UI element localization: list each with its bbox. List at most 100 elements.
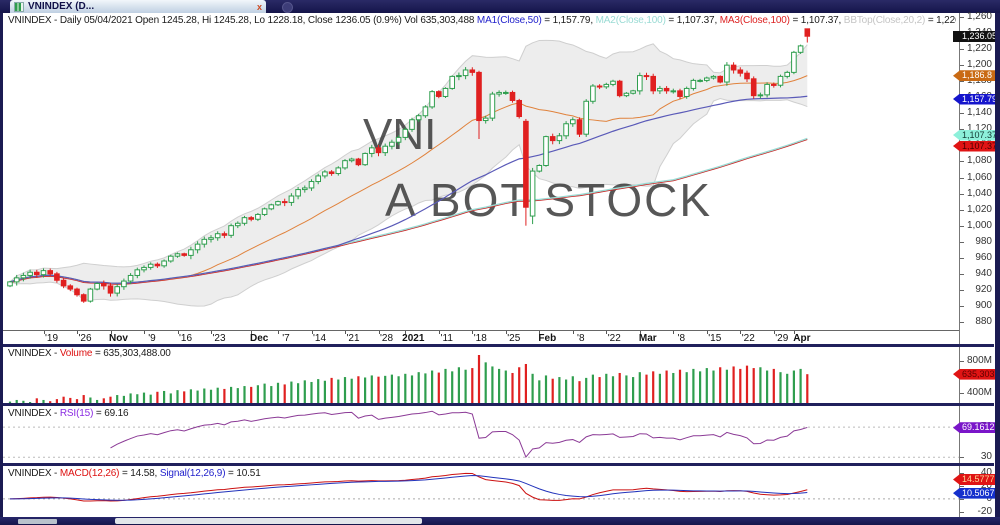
candle [101, 282, 107, 287]
candle [563, 123, 569, 137]
price-tick-label: 880 [975, 316, 992, 327]
volume-chart[interactable] [3, 347, 959, 404]
price-tick-label: 1,000 [966, 219, 992, 231]
y-tick-mark [960, 81, 964, 83]
x-tick-label: '28 [379, 333, 394, 344]
tab-vnindex[interactable]: VNINDEX (D... x [10, 0, 266, 13]
x-tick-label: Apr [793, 333, 811, 344]
panel-separator[interactable] [3, 403, 994, 406]
x-tick-label: Nov [109, 333, 128, 344]
volume-bar [384, 375, 387, 403]
volume-bar [8, 401, 12, 403]
candle [630, 90, 636, 94]
x-tick-label: '8 [677, 333, 686, 344]
volume-bar [230, 386, 233, 403]
volume-bar [571, 376, 574, 403]
candle [275, 201, 281, 206]
volume-bar [678, 369, 682, 403]
scrollbar-block[interactable] [18, 518, 57, 524]
price-tick-label: 1,200 [966, 59, 992, 71]
candle [603, 83, 610, 88]
price-tick-label: 940 [975, 267, 992, 279]
tab-close-icon[interactable]: x [256, 1, 262, 12]
x-tick-mark [539, 331, 541, 334]
candle [596, 85, 603, 88]
panel-separator[interactable] [3, 344, 994, 347]
candle [295, 189, 301, 197]
price-tick-label: 1,120 [966, 123, 992, 135]
x-tick-label: 2021 [402, 333, 425, 344]
x-tick-mark [639, 331, 641, 334]
header-segment: = 1,107.37, [665, 15, 720, 26]
candle [174, 253, 181, 257]
rsi-panel[interactable]: VNINDEX - RSI(15) = 69.16 [3, 406, 959, 463]
volume-bar [22, 400, 25, 403]
panel-separator[interactable] [3, 463, 994, 466]
candle [442, 87, 449, 97]
x-tick-label: '22 [607, 333, 621, 344]
candle [462, 69, 469, 77]
ma3-line [9, 138, 808, 285]
x-tick-label: '18 [473, 333, 487, 344]
price-tick-label: 920 [975, 283, 992, 295]
header-segment: = 10.51 [225, 468, 261, 479]
horizontal-scrollbar[interactable] [0, 517, 1000, 525]
y-tick-mark [960, 486, 964, 488]
candle [657, 87, 663, 92]
volume-panel[interactable]: VNINDEX - Volume = 635,303,488.00 [3, 347, 959, 404]
volume-bar [397, 376, 400, 403]
y-tick-mark [960, 322, 964, 323]
y-tick-mark [960, 241, 964, 243]
candle [27, 271, 33, 276]
candle [268, 204, 275, 210]
x-tick-label: '16 [178, 333, 193, 344]
x-tick-label: Mar [638, 333, 657, 344]
value-axis-column: 1,2601,2401,2201,2001,1801,1601,1401,120… [953, 11, 995, 517]
candle [168, 255, 174, 262]
candle [188, 249, 194, 256]
y-tick-mark [960, 473, 964, 475]
x-tick-label: Feb [538, 333, 557, 344]
volume-bar [142, 392, 146, 403]
rsi-chart[interactable] [3, 406, 959, 463]
new-tab-button[interactable] [282, 2, 293, 13]
candle [791, 51, 797, 73]
macd-panel[interactable]: VNINDEX - MACD(12,26) = 14.58, Signal(12… [3, 466, 959, 517]
volume-bar [511, 372, 514, 403]
candle [107, 285, 114, 294]
volume-bar [652, 371, 655, 403]
volume-bar [484, 362, 487, 403]
bollinger-bottom-line [9, 97, 808, 307]
header-segment: = 14.58, [119, 468, 160, 479]
volume-bar [209, 389, 213, 403]
price-chart-panel[interactable]: VNINDEX - Daily 05/04/2021 Open 1245.28,… [3, 13, 959, 330]
y-tick-mark [960, 289, 964, 291]
volume-bar [303, 380, 306, 403]
candle [154, 263, 161, 267]
macd-chart[interactable] [3, 466, 959, 517]
candle [683, 87, 690, 97]
candle [610, 80, 616, 85]
volume-bar [732, 366, 735, 403]
volume-bar [424, 373, 427, 403]
volume-bar [290, 381, 293, 403]
volume-bar [558, 377, 561, 403]
volume-bar [75, 399, 79, 403]
volume-bar [310, 381, 313, 403]
scrollbar-thumb[interactable] [115, 518, 422, 524]
candle [717, 75, 724, 83]
volume-bar [89, 397, 92, 403]
x-tick-mark [405, 331, 407, 334]
volume-bar [725, 369, 728, 403]
x-tick-label: '22 [741, 333, 755, 344]
candle [127, 274, 134, 282]
volume-bar [638, 372, 641, 403]
volume-bar [270, 386, 273, 403]
x-tick-mark [110, 331, 112, 334]
volume-bar [665, 370, 668, 403]
candle [663, 87, 670, 92]
candle [704, 77, 710, 81]
x-tick-mark [673, 331, 675, 334]
candle [436, 91, 442, 97]
